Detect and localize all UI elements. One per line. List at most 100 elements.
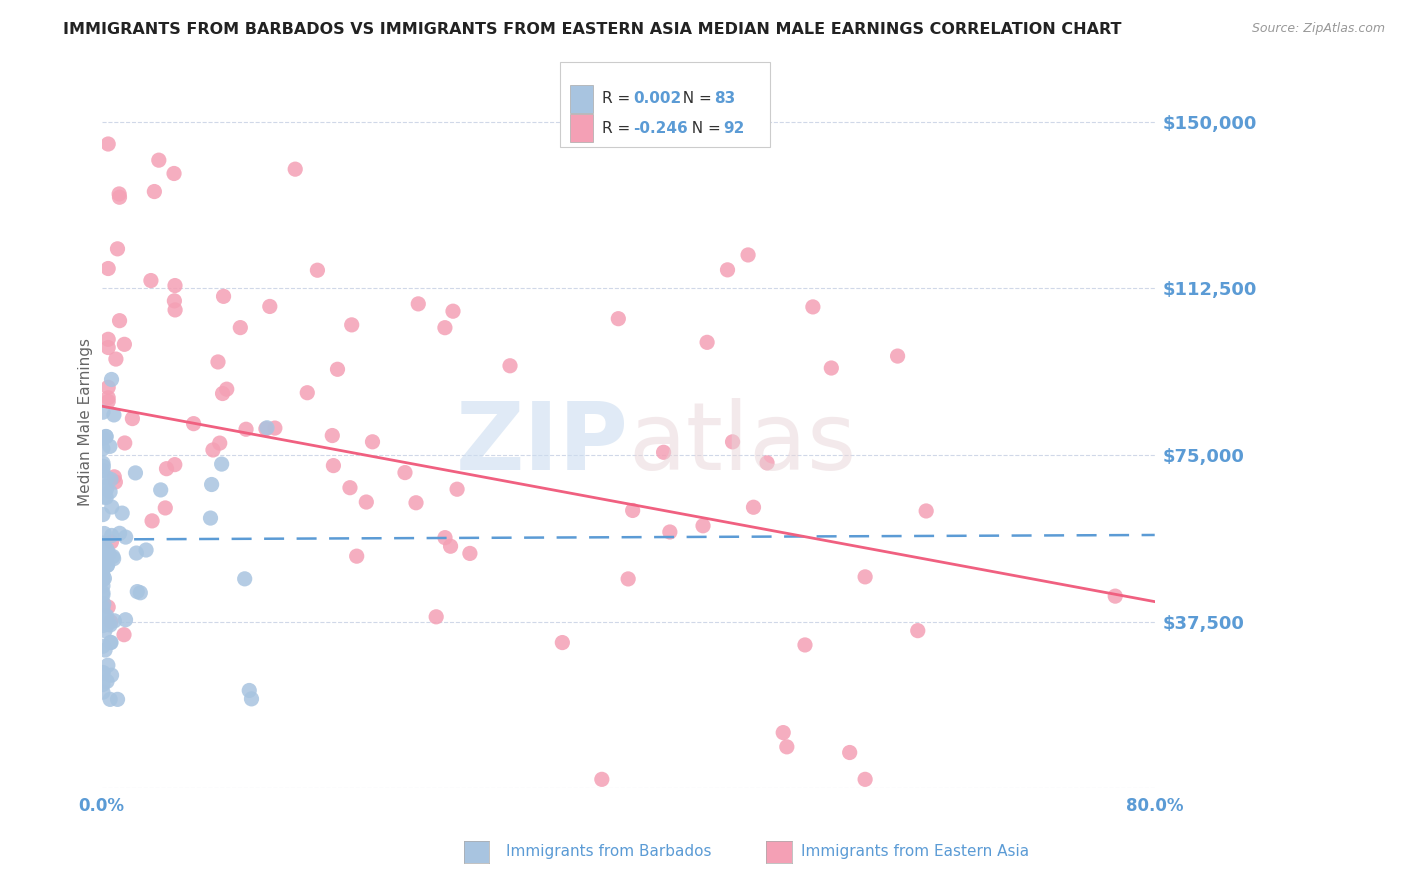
Point <box>259 300 281 314</box>
Point <box>254 422 277 436</box>
Point <box>112 628 135 642</box>
Point <box>155 500 177 515</box>
Point <box>201 442 224 457</box>
Point <box>103 470 125 484</box>
Point <box>91 588 114 602</box>
Point <box>97 658 120 673</box>
Point <box>240 691 263 706</box>
Text: R =: R = <box>602 91 636 106</box>
Text: Immigrants from Barbados: Immigrants from Barbados <box>506 845 711 859</box>
Point <box>163 458 186 472</box>
Point <box>820 361 842 376</box>
FancyBboxPatch shape <box>571 114 593 142</box>
Point <box>446 482 468 496</box>
Point <box>91 544 114 558</box>
Text: atlas: atlas <box>628 398 856 490</box>
Point <box>163 278 186 293</box>
Point <box>853 772 876 787</box>
Point <box>551 635 574 649</box>
Point <box>776 739 799 754</box>
Point <box>93 490 115 504</box>
Point <box>107 692 129 706</box>
Point <box>406 297 429 311</box>
Point <box>1104 589 1126 603</box>
Point <box>621 503 644 517</box>
Point <box>696 335 718 350</box>
Point <box>96 482 118 496</box>
Point <box>96 558 118 573</box>
Point <box>139 274 162 288</box>
Point <box>96 614 118 628</box>
Y-axis label: Median Male Earnings: Median Male Earnings <box>79 338 93 506</box>
Point <box>97 136 120 151</box>
Point <box>148 153 170 168</box>
Point <box>91 550 114 565</box>
Point <box>91 665 114 680</box>
Point <box>794 638 817 652</box>
Point <box>91 459 114 474</box>
Point <box>721 434 744 449</box>
Text: -0.246: -0.246 <box>634 120 688 136</box>
Text: ZIP: ZIP <box>456 398 628 490</box>
Point <box>94 624 117 638</box>
Point <box>91 600 114 615</box>
Point <box>346 549 368 564</box>
Point <box>108 190 131 204</box>
Point <box>97 341 120 355</box>
Point <box>91 431 114 445</box>
Point <box>93 541 115 555</box>
Point <box>94 429 117 443</box>
Point <box>104 352 127 367</box>
Point <box>499 359 522 373</box>
Point <box>129 586 152 600</box>
Point <box>91 442 114 456</box>
Point <box>100 535 122 549</box>
Text: 0.002: 0.002 <box>634 91 682 106</box>
Point <box>114 436 136 450</box>
Point <box>94 611 117 625</box>
Point <box>108 186 131 201</box>
Point <box>108 526 131 541</box>
Point <box>91 618 114 632</box>
Point <box>201 477 224 491</box>
Point <box>91 568 114 582</box>
Point <box>737 248 759 262</box>
Point <box>100 668 122 682</box>
Point <box>143 185 166 199</box>
Point <box>155 461 177 475</box>
Point <box>101 549 124 564</box>
Point <box>100 500 122 514</box>
Text: 83: 83 <box>714 91 735 106</box>
Point <box>617 572 640 586</box>
Point <box>121 411 143 425</box>
Point <box>96 608 118 623</box>
Point <box>591 772 613 787</box>
Point <box>207 355 229 369</box>
Point <box>103 551 125 566</box>
Point <box>307 263 329 277</box>
Point <box>907 624 929 638</box>
Point <box>97 332 120 346</box>
Point <box>96 429 118 443</box>
Point <box>91 536 114 550</box>
Point <box>97 380 120 394</box>
Point <box>441 304 464 318</box>
Point <box>235 422 257 436</box>
Point <box>91 508 114 522</box>
Text: Source: ZipAtlas.com: Source: ZipAtlas.com <box>1251 22 1385 36</box>
Point <box>233 572 256 586</box>
Point <box>94 480 117 494</box>
Point <box>97 261 120 276</box>
Point <box>96 674 118 689</box>
Point <box>212 289 235 303</box>
Text: N =: N = <box>673 91 717 106</box>
Point <box>801 300 824 314</box>
Point <box>211 457 233 471</box>
Point <box>135 543 157 558</box>
Point <box>394 466 416 480</box>
Text: R =: R = <box>602 120 636 136</box>
Text: 92: 92 <box>723 120 744 136</box>
Point <box>96 542 118 557</box>
Point <box>114 613 136 627</box>
Point <box>124 466 146 480</box>
